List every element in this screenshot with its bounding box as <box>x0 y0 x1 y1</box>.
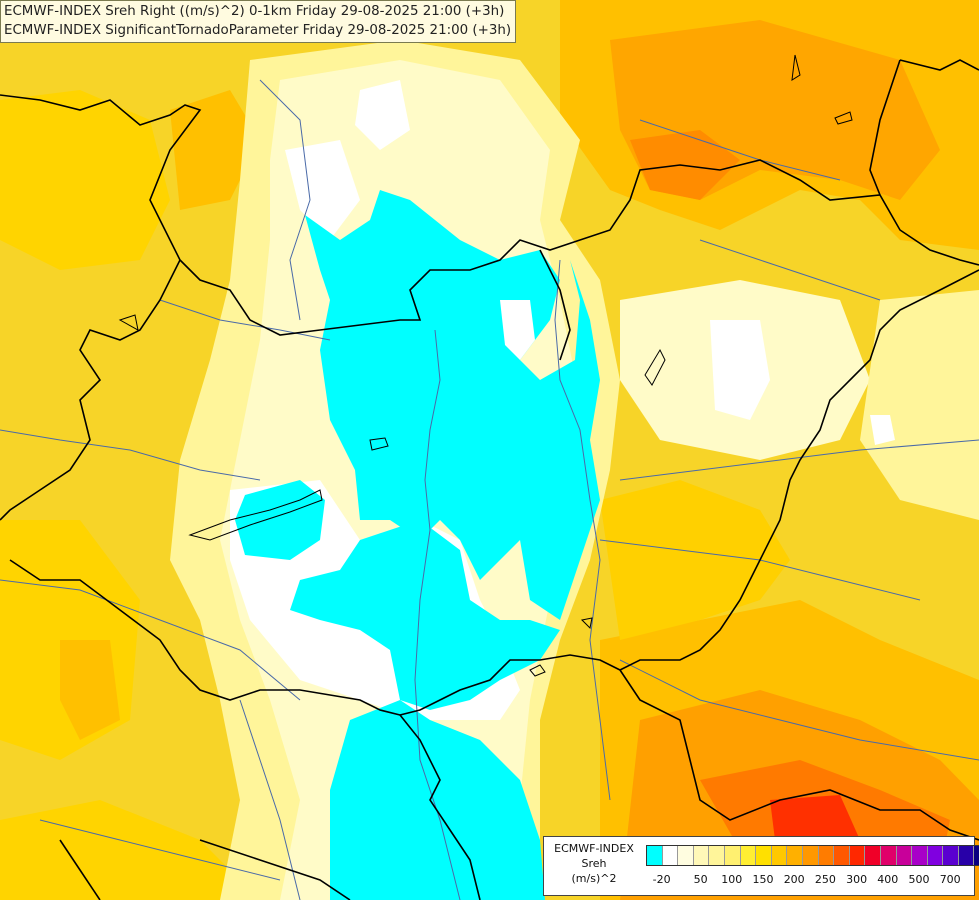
sreh-field-cyan <box>235 190 600 900</box>
legend-swatch <box>865 846 881 865</box>
legend-tick-label: -20 <box>652 873 671 886</box>
legend-swatch <box>927 846 944 865</box>
legend-tick-label: 500 <box>908 873 930 886</box>
legend-tick-label: 250 <box>814 873 836 886</box>
legend-label: ECMWF-INDEX Sreh (m/s)^2 <box>546 841 642 886</box>
legend-ticks: -20 50 100 150 200 250 300 400 500 700 <box>646 873 976 889</box>
map-title-box: ECMWF-INDEX Sreh Right ((m/s)^2) 0-1km F… <box>0 0 517 43</box>
legend-swatch <box>912 846 928 865</box>
legend-label-line-3: (m/s)^2 <box>571 872 617 885</box>
legend-label-line-2: Sreh <box>581 857 607 870</box>
map-title-line-1: ECMWF-INDEX Sreh Right ((m/s)^2) 0-1km F… <box>4 4 505 19</box>
legend-swatch <box>756 846 772 865</box>
legend-swatch <box>771 846 788 865</box>
legend-tick-label: 300 <box>846 873 868 886</box>
color-legend: ECMWF-INDEX Sreh (m/s)^2 -20 50 100 150 200 2… <box>543 836 979 896</box>
country-borders <box>0 59 979 900</box>
legend-tick-label: 50 <box>693 873 708 886</box>
legend-swatch <box>802 846 819 865</box>
legend-swatch <box>943 846 959 865</box>
legend-tick-label: 100 <box>721 873 743 886</box>
legend-swatches <box>646 845 979 866</box>
map-title-line-2: ECMWF-INDEX SignificantTornadoParameter … <box>4 23 512 38</box>
legend-tick-label: 150 <box>752 873 774 886</box>
legend-label-line-1: ECMWF-INDEX <box>554 842 634 855</box>
legend-swatch <box>709 846 725 865</box>
rivers <box>0 79 979 900</box>
legend-swatch <box>896 846 913 865</box>
legend-swatch <box>647 846 663 865</box>
legend-swatch <box>693 846 710 865</box>
legend-swatch <box>724 846 741 865</box>
legend-swatch <box>662 846 679 865</box>
legend-swatch <box>818 846 835 865</box>
legend-tick-label: 200 <box>783 873 805 886</box>
legend-swatch <box>787 846 803 865</box>
legend-tick-label: 400 <box>877 873 899 886</box>
legend-swatch <box>958 846 975 865</box>
legend-swatch <box>678 846 694 865</box>
legend-swatch <box>849 846 866 865</box>
legend-swatch <box>834 846 850 865</box>
legend-swatch <box>880 846 897 865</box>
legend-swatch <box>974 846 979 865</box>
legend-swatch <box>740 846 757 865</box>
lakes <box>118 54 853 677</box>
legend-tick-label: 700 <box>939 873 961 886</box>
